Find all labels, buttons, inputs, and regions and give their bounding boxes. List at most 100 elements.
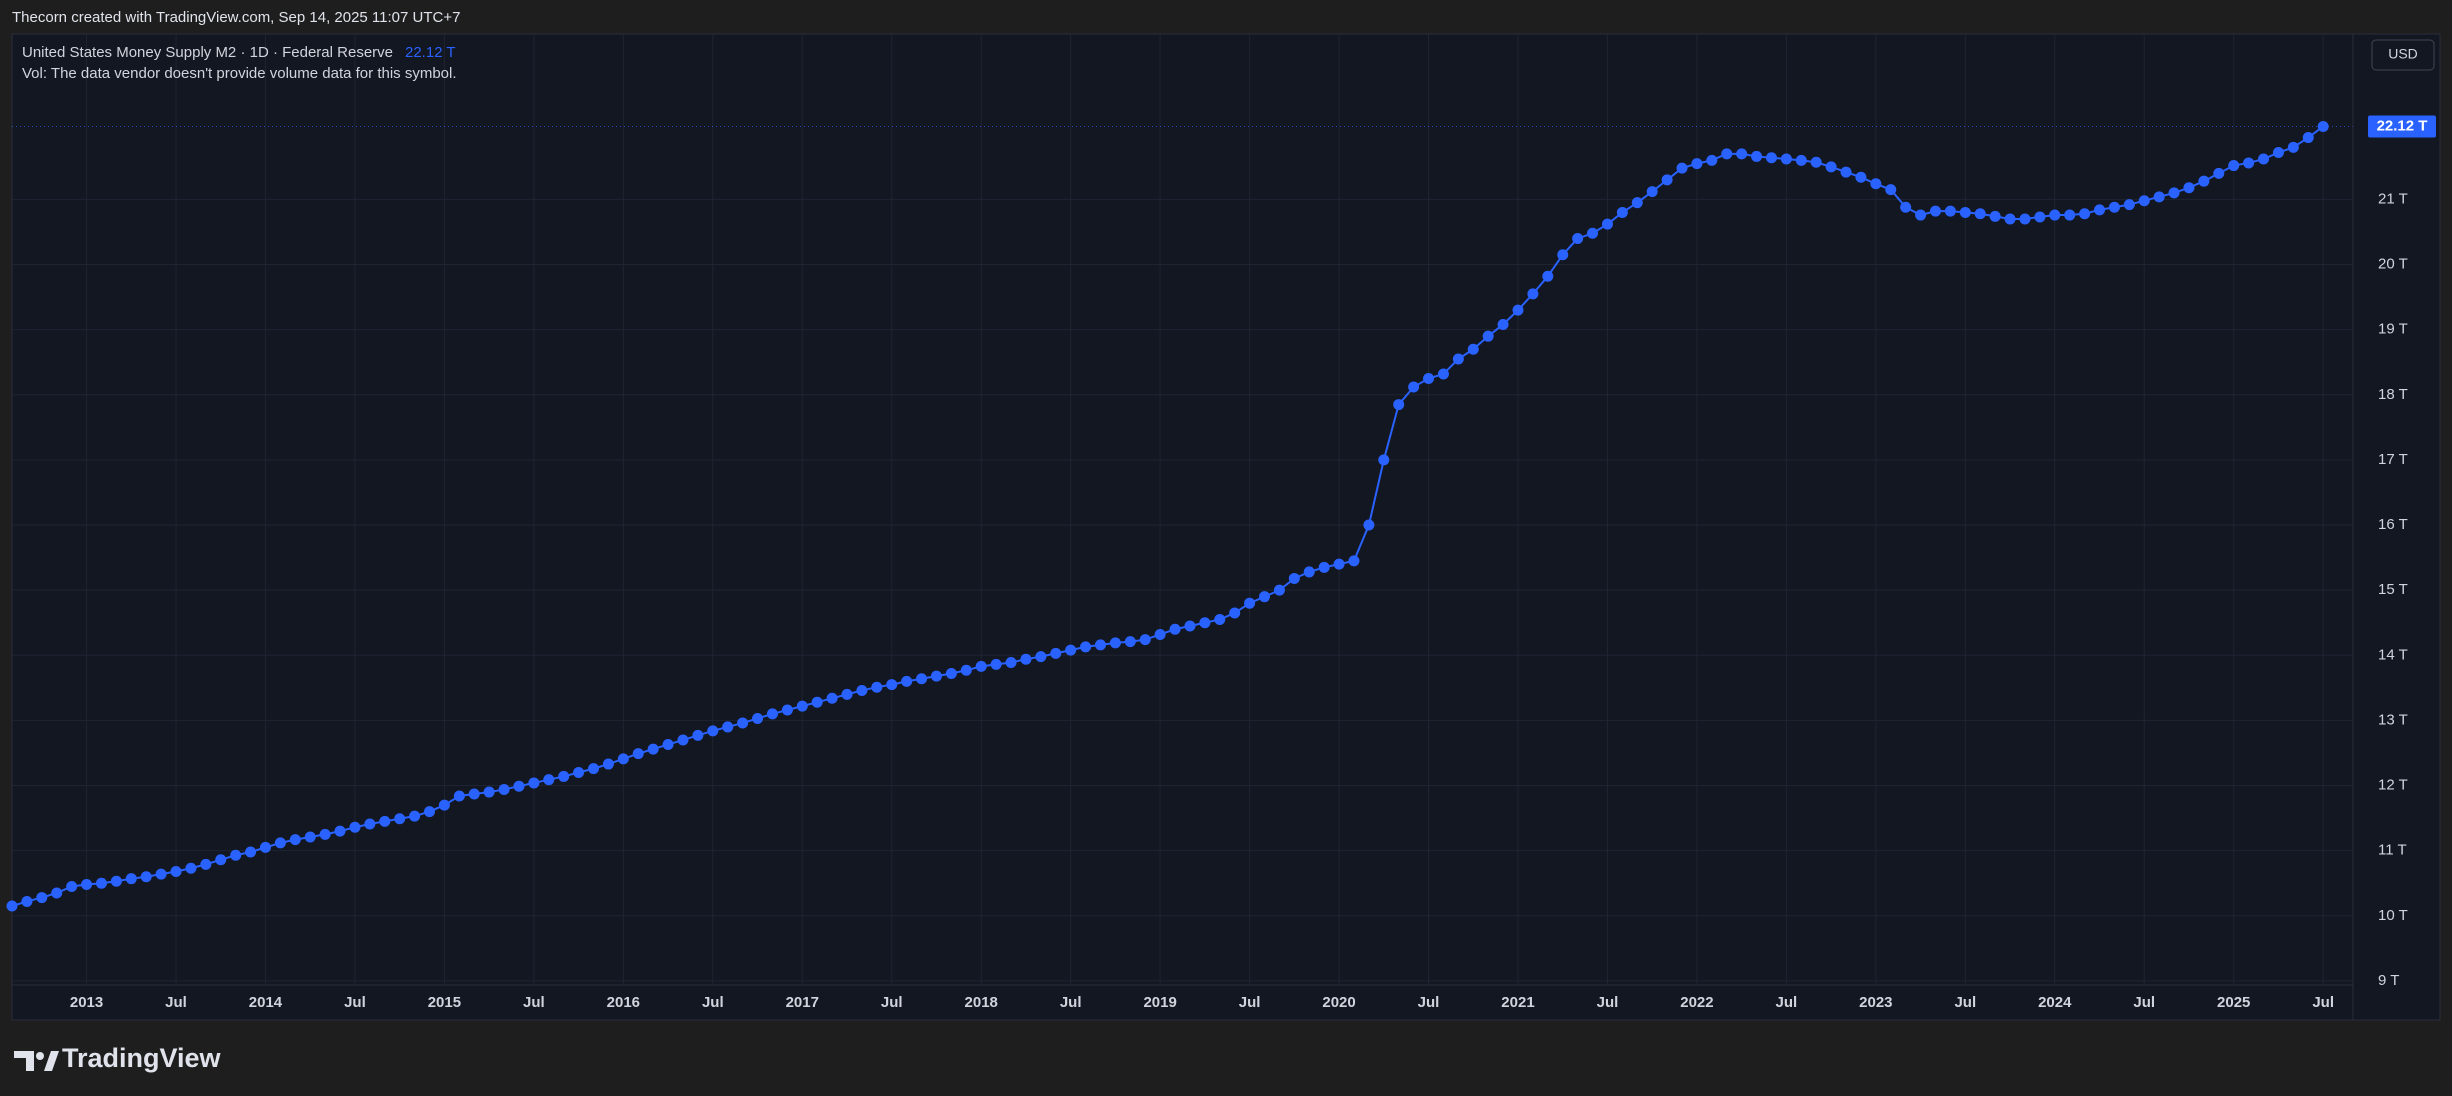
data-point: [6, 900, 18, 912]
data-point: [2228, 160, 2240, 172]
currency-label[interactable]: USD: [2388, 46, 2418, 62]
data-point: [2019, 213, 2031, 225]
data-point: [1542, 270, 1554, 282]
data-point: [2138, 195, 2150, 207]
data-point: [1915, 209, 1927, 221]
data-point: [1870, 178, 1882, 190]
data-point: [1229, 607, 1241, 619]
y-tick-label: 17 T: [2378, 451, 2408, 468]
data-point: [274, 837, 286, 849]
y-tick-label: 16 T: [2378, 516, 2408, 533]
data-point: [230, 849, 242, 861]
x-tick-label: Jul: [165, 994, 187, 1011]
data-point: [110, 875, 122, 887]
data-point: [752, 712, 764, 724]
y-tick-label: 15 T: [2378, 581, 2408, 598]
data-point: [1214, 613, 1226, 625]
data-point: [438, 799, 450, 811]
x-tick-label: 2018: [965, 994, 998, 1011]
data-point: [2243, 157, 2255, 169]
data-point: [1169, 623, 1181, 635]
data-point: [1378, 454, 1390, 466]
data-point: [1721, 148, 1733, 160]
y-tick-label: 18 T: [2378, 386, 2408, 403]
grid: [12, 34, 2353, 985]
data-point: [1810, 156, 1822, 168]
data-point: [1065, 644, 1077, 656]
data-point: [1661, 174, 1673, 186]
data-point: [2272, 147, 2284, 159]
data-point: [1974, 208, 1986, 220]
data-point: [662, 739, 674, 751]
data-point: [36, 892, 48, 904]
data-point: [1035, 651, 1047, 663]
legend-value: 22.12 T: [405, 44, 456, 61]
data-point: [2153, 191, 2165, 203]
data-point: [856, 684, 868, 696]
data-point: [95, 877, 107, 889]
data-point: [781, 704, 793, 716]
data-point: [1676, 162, 1688, 174]
data-point: [1765, 152, 1777, 164]
volume-note: Vol: The data vendor doesn't provide vol…: [22, 65, 457, 82]
data-point: [886, 679, 898, 691]
x-tick-label: Jul: [2312, 994, 2334, 1011]
data-point: [1795, 154, 1807, 166]
data-point: [483, 786, 495, 798]
data-point: [1318, 561, 1330, 573]
x-tick-label: 2021: [1501, 994, 1534, 1011]
data-point: [930, 670, 942, 682]
data-point: [826, 692, 838, 704]
data-point: [1631, 197, 1643, 209]
x-tick-label: 2024: [2038, 994, 2072, 1011]
data-point: [1452, 353, 1464, 365]
data-point: [1094, 639, 1106, 651]
data-point: [1259, 591, 1271, 603]
x-tick-label: Jul: [1060, 994, 1082, 1011]
x-tick-label: 2017: [786, 994, 819, 1011]
data-point: [543, 774, 555, 786]
currency-button[interactable]: [2371, 39, 2435, 71]
x-tick-label: Jul: [1776, 994, 1798, 1011]
data-point: [1691, 158, 1703, 170]
data-point: [2287, 141, 2299, 153]
y-tick-label: 12 T: [2378, 777, 2408, 794]
data-point: [245, 846, 257, 858]
data-point: [841, 688, 853, 700]
data-point: [1780, 153, 1792, 165]
x-tick-label: 2022: [1680, 994, 1713, 1011]
data-point: [707, 725, 719, 737]
x-tick-label: Jul: [523, 994, 545, 1011]
data-point: [1333, 558, 1345, 570]
data-point: [1437, 368, 1449, 380]
data-point: [1497, 318, 1509, 330]
data-point: [1080, 641, 1092, 653]
data-point: [1959, 206, 1971, 218]
x-tick-label: Jul: [344, 994, 366, 1011]
data-point: [364, 818, 376, 830]
y-tick-label: 20 T: [2378, 256, 2408, 273]
data-point: [1184, 620, 1196, 632]
data-point: [632, 748, 644, 760]
data-point: [692, 729, 704, 741]
y-tick-label: 21 T: [2378, 190, 2408, 207]
data-point: [1482, 330, 1494, 342]
data-point: [2198, 175, 2210, 187]
y-tick-label: 13 T: [2378, 711, 2408, 728]
logo-dot: [36, 1052, 44, 1060]
data-point: [2317, 120, 2329, 132]
data-point: [334, 825, 346, 837]
data-point: [1706, 154, 1718, 166]
data-point: [1273, 584, 1285, 596]
data-point: [2213, 167, 2225, 179]
data-point: [573, 767, 585, 779]
plot: [6, 120, 2353, 912]
brand-logo: [14, 1051, 59, 1071]
data-point: [1855, 171, 1867, 183]
x-tick-label: 2013: [70, 994, 103, 1011]
data-point: [2258, 153, 2270, 165]
data-point: [647, 743, 659, 755]
price-tag: [2368, 115, 2436, 138]
x-tick-label: 2016: [607, 994, 640, 1011]
data-point: [51, 887, 63, 899]
